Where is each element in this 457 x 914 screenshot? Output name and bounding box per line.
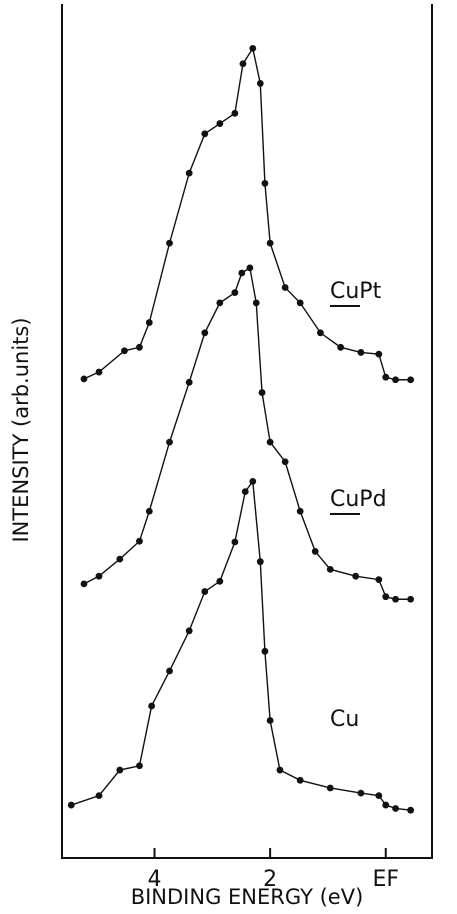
data-point xyxy=(231,289,239,297)
data-point xyxy=(281,458,289,466)
data-point xyxy=(407,376,415,384)
data-point xyxy=(166,239,173,247)
data-point xyxy=(281,284,289,291)
data-point xyxy=(231,538,239,546)
data-point xyxy=(375,350,383,358)
data-point xyxy=(201,130,209,138)
series-label: CuPd xyxy=(330,487,387,512)
data-point xyxy=(80,580,88,588)
spectrum-line xyxy=(83,266,411,600)
data-point xyxy=(296,507,304,515)
data-point xyxy=(80,375,88,383)
data-point xyxy=(258,389,266,396)
data-point xyxy=(276,766,284,774)
data-point xyxy=(382,801,390,809)
data-point xyxy=(375,792,383,800)
data-point xyxy=(145,319,153,326)
data-point xyxy=(337,343,345,351)
data-point xyxy=(136,343,143,351)
data-point xyxy=(261,179,269,187)
data-point xyxy=(266,239,274,247)
series-label: CuPt xyxy=(330,279,382,304)
data-point xyxy=(185,378,193,386)
data-point xyxy=(216,120,224,127)
data-point xyxy=(326,784,334,792)
data-point xyxy=(148,702,156,710)
x-tick-label: EF xyxy=(372,867,399,892)
data-point xyxy=(241,488,249,496)
data-point xyxy=(296,299,304,307)
data-point xyxy=(266,717,274,724)
data-point xyxy=(352,572,360,580)
data-point xyxy=(256,80,264,87)
x-axis-title: BINDING ENERGY (eV) xyxy=(131,885,364,909)
data-point xyxy=(266,438,274,446)
data-point xyxy=(246,264,254,272)
series-label: Cu xyxy=(330,707,359,732)
data-point xyxy=(166,438,173,446)
data-point xyxy=(201,588,209,595)
x-tick-label: 4 xyxy=(148,867,162,892)
data-point xyxy=(136,537,143,545)
data-point xyxy=(357,789,365,797)
data-point xyxy=(249,45,257,52)
data-point xyxy=(136,762,143,770)
data-point xyxy=(116,766,124,774)
data-point xyxy=(95,368,103,376)
data-point xyxy=(317,329,324,337)
data-point xyxy=(216,577,224,585)
data-point xyxy=(357,349,365,356)
data-point xyxy=(185,627,193,635)
data-point xyxy=(166,667,173,675)
data-point xyxy=(407,595,415,603)
spectrum-line xyxy=(71,479,411,811)
data-point xyxy=(326,565,334,573)
y-axis-title: INTENSITY (arb.units) xyxy=(9,317,33,542)
data-point xyxy=(392,595,399,603)
data-point xyxy=(116,555,124,563)
data-point xyxy=(201,329,209,337)
data-point xyxy=(239,60,247,68)
data-point xyxy=(249,477,257,485)
data-point xyxy=(311,548,319,555)
data-point xyxy=(252,299,260,307)
data-point xyxy=(95,572,103,580)
data-point xyxy=(407,806,415,814)
data-point xyxy=(392,805,399,812)
data-point xyxy=(185,169,193,177)
spectrum-line xyxy=(83,46,411,381)
data-point xyxy=(382,373,390,381)
data-point xyxy=(382,593,390,601)
data-point xyxy=(145,507,153,515)
data-point xyxy=(392,376,399,384)
data-point xyxy=(296,776,304,784)
x-tick-label: 2 xyxy=(263,867,277,892)
data-point xyxy=(256,558,264,566)
data-point xyxy=(238,269,246,277)
data-point xyxy=(121,347,128,355)
axis-frame xyxy=(61,4,433,859)
data-point xyxy=(261,647,269,655)
data-point xyxy=(67,801,75,809)
data-point xyxy=(375,576,383,583)
data-point xyxy=(231,109,239,117)
data-point xyxy=(216,299,224,307)
data-point xyxy=(95,792,103,800)
